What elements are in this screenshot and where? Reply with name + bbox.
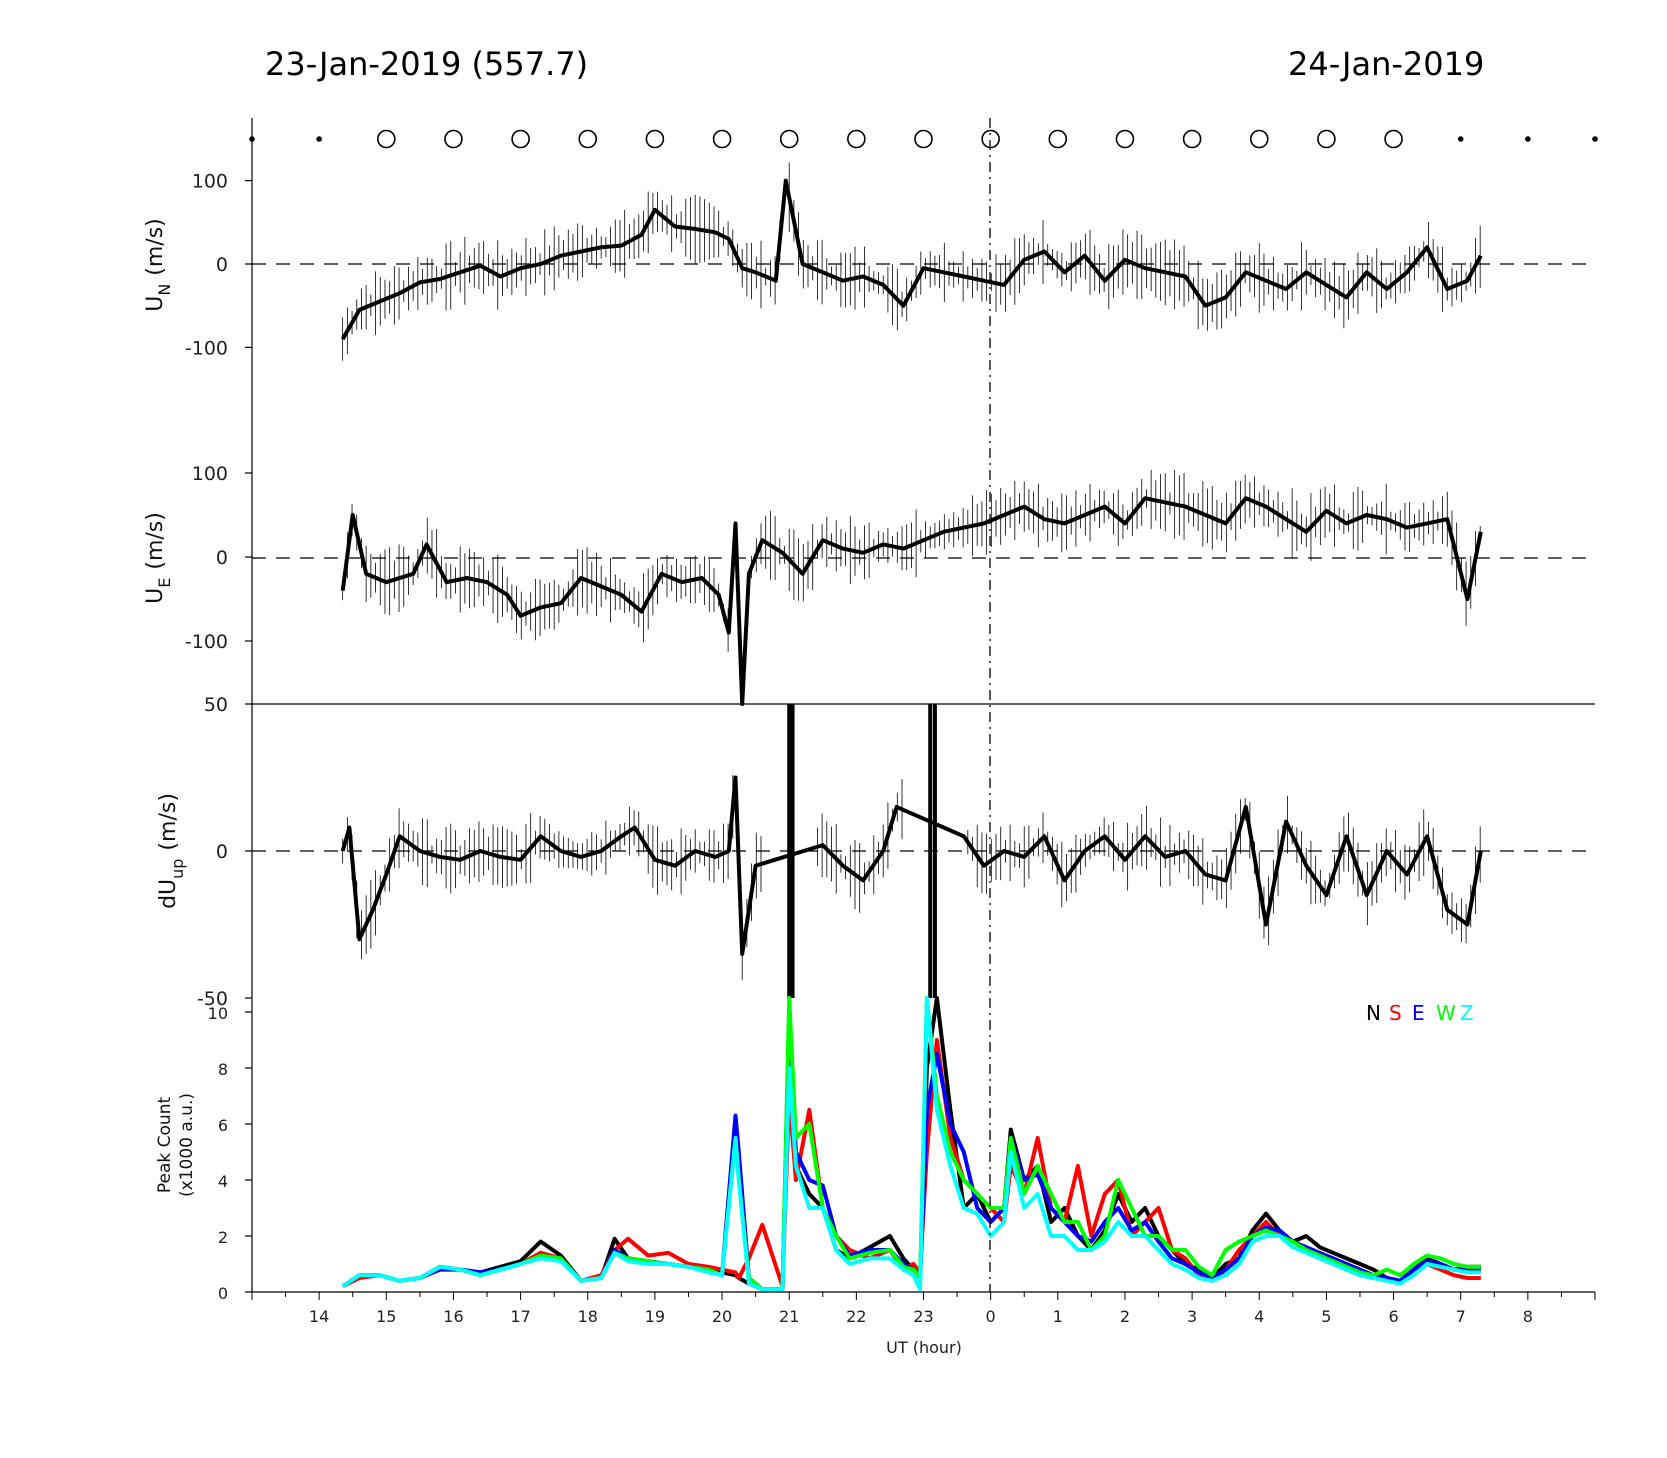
x-axis-label: UT (hour) <box>886 1338 962 1357</box>
x-tick-label: 17 <box>510 1307 530 1326</box>
marker-circle <box>1182 129 1202 149</box>
legend-w: W <box>1436 1001 1456 1025</box>
marker-circle <box>511 129 530 149</box>
y-tick-label: 8 <box>218 1060 228 1079</box>
x-tick-label: 20 <box>712 1307 732 1326</box>
marker-dot <box>1525 136 1531 142</box>
count-series-n <box>341 996 1481 1292</box>
x-tick-label: 18 <box>578 1307 598 1326</box>
x-tick-label: 15 <box>376 1307 396 1326</box>
x-tick-label: 8 <box>1523 1307 1533 1326</box>
count-series-w <box>341 996 1481 1292</box>
marker-circle <box>981 129 1000 149</box>
ue-ylabel: UE(m/s) <box>143 512 174 604</box>
x-tick-label: 1 <box>1053 1307 1063 1326</box>
legend-e: E <box>1412 1001 1425 1025</box>
count-series-z <box>341 996 1481 1292</box>
marker-circle <box>712 129 732 149</box>
marker-circle <box>444 129 463 149</box>
marker-dot <box>316 136 322 142</box>
y-tick-label: 10 <box>208 1004 228 1023</box>
y-tick-label: 4 <box>218 1172 228 1191</box>
x-tick-label: 2 <box>1120 1307 1130 1326</box>
marker-circle <box>914 129 933 149</box>
y-tick-label: 100 <box>192 463 228 485</box>
marker-circle <box>779 129 799 149</box>
marker-circle <box>1115 129 1135 149</box>
x-tick-label: 19 <box>645 1307 665 1326</box>
legend-n: N <box>1366 1001 1381 1025</box>
dup-series-line <box>340 775 1483 956</box>
un-ylabel: UN(m/s) <box>143 218 174 312</box>
x-tick-label: 14 <box>309 1307 329 1326</box>
x-tick-label: 16 <box>443 1307 463 1326</box>
marker-circle <box>645 129 665 149</box>
marker-dot <box>1457 136 1464 142</box>
right-date-title: 24-Jan-2019 <box>1288 45 1484 83</box>
y-tick-label: -100 <box>185 631 228 653</box>
y-tick-label: 0 <box>216 841 228 863</box>
x-tick-label: 3 <box>1187 1307 1197 1326</box>
x-tick-label: 6 <box>1388 1307 1398 1326</box>
un-series-line <box>340 178 1483 341</box>
marker-circle <box>376 129 396 149</box>
marker-circle <box>1048 129 1068 149</box>
ue-series-line <box>340 496 1483 706</box>
marker-circle <box>578 129 598 149</box>
x-tick-label: 5 <box>1321 1307 1331 1326</box>
panel-un: 100 0 -100 UN(m/s) <box>143 118 1595 410</box>
left-date-title: 23-Jan-2019 (557.7) <box>265 45 588 83</box>
dup-spikes <box>787 704 937 998</box>
y-tick-label: 0 <box>218 1284 228 1303</box>
y-tick-label: -100 <box>185 337 228 359</box>
y-tick-label: -50 <box>197 988 228 1010</box>
marker-dot <box>1592 136 1598 142</box>
marker-circle <box>1317 129 1336 149</box>
marker-circle <box>847 129 866 149</box>
dup-ylabel: dUup(m/s) <box>156 793 187 909</box>
sample-markers <box>249 129 1598 149</box>
x-tick-label: 0 <box>986 1307 996 1326</box>
y-tick-label: 6 <box>218 1116 228 1135</box>
panel-ue: 100 0 -100 UE(m/s) <box>143 410 1595 706</box>
x-tick-label: 22 <box>846 1307 866 1326</box>
y-tick-label: 50 <box>204 694 228 716</box>
y-tick-label: 2 <box>218 1228 228 1247</box>
legend-s: S <box>1389 1001 1402 1025</box>
y-tick-label: 0 <box>216 547 228 569</box>
legend-z: Z <box>1460 1001 1474 1025</box>
x-tick-label: 4 <box>1254 1307 1264 1326</box>
y-tick-label: 100 <box>192 171 228 193</box>
panel-dup: 50 0 -50 dUup(m/s) <box>156 694 1595 1010</box>
x-tick-label: 21 <box>779 1307 799 1326</box>
marker-circle <box>1384 129 1403 149</box>
count-ylabel-line2: (x1000 a.u.) <box>177 1093 197 1197</box>
x-tick-label: 7 <box>1456 1307 1466 1326</box>
x-tick-label: 23 <box>913 1307 933 1326</box>
marker-circle <box>1249 129 1269 149</box>
count-ylabel-line1: Peak Count <box>155 1097 175 1194</box>
y-tick-label: 0 <box>216 254 228 276</box>
